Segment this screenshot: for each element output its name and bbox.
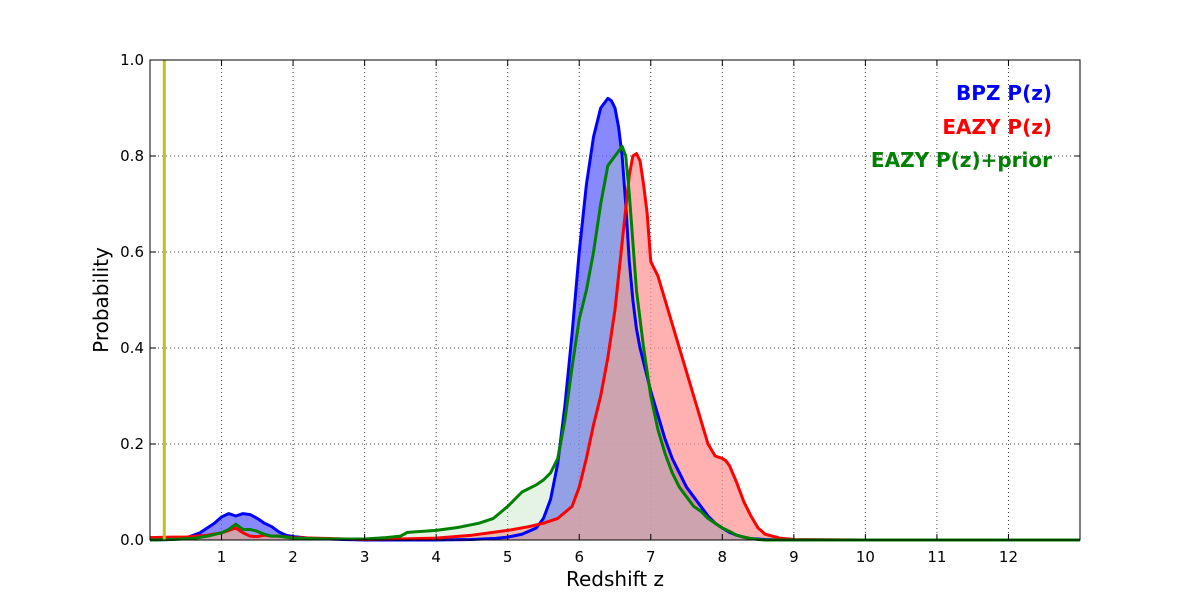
y-tick-labels: 0.0 0.2 0.4 0.6 0.8 1.0 bbox=[120, 51, 144, 549]
legend-entry-eazy: EAZY P(z) bbox=[942, 115, 1052, 139]
legend-entry-bpz: BPZ P(z) bbox=[956, 81, 1052, 105]
x-tick-label: 12 bbox=[999, 548, 1018, 566]
x-tick-label: 7 bbox=[646, 548, 656, 566]
y-tick-label: 0.0 bbox=[120, 531, 144, 549]
x-tick-label: 5 bbox=[503, 548, 513, 566]
x-tick-labels: 1 2 3 4 5 6 7 8 9 10 11 12 bbox=[217, 548, 1018, 566]
legend-entry-eazy-prior: EAZY P(z)+prior bbox=[871, 148, 1052, 172]
y-tick-label: 1.0 bbox=[120, 51, 144, 69]
y-axis-title: Probability bbox=[89, 247, 113, 353]
x-tick-label: 3 bbox=[360, 548, 370, 566]
line-eazy-prior bbox=[149, 144, 1080, 542]
fill-eazy-prior bbox=[150, 146, 1080, 540]
fill-eazy bbox=[150, 153, 1080, 540]
x-tick-label: 4 bbox=[431, 548, 441, 566]
x-tick-label: 1 bbox=[217, 548, 227, 566]
y-tick-label: 0.8 bbox=[120, 147, 144, 165]
x-tick-label: 10 bbox=[856, 548, 875, 566]
y-tick-label: 0.4 bbox=[120, 339, 144, 357]
x-tick-label: 6 bbox=[574, 548, 584, 566]
x-axis-title: Redshift z bbox=[566, 567, 664, 591]
legend: BPZ P(z) EAZY P(z) EAZY P(z)+prior bbox=[871, 81, 1052, 172]
y-tick-label: 0.2 bbox=[120, 435, 144, 453]
x-tick-label: 9 bbox=[789, 548, 799, 566]
x-tick-label: 11 bbox=[927, 548, 946, 566]
x-tick-label: 8 bbox=[718, 548, 728, 566]
y-tick-label: 0.6 bbox=[120, 243, 144, 261]
series-lines bbox=[149, 96, 1080, 542]
x-tick-label: 2 bbox=[288, 548, 298, 566]
plot-frame bbox=[149, 59, 1081, 541]
axis-ticks bbox=[150, 59, 1080, 541]
